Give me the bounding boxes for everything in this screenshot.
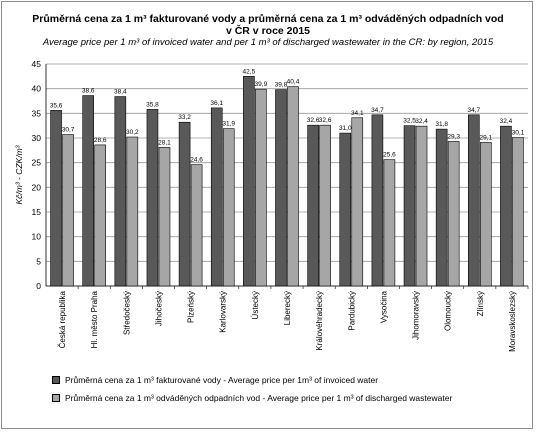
bar-wastewater	[415, 125, 428, 287]
bar-wastewater	[512, 137, 524, 287]
legend-label-wastewater: Průměrná cena za 1 m³ odváděných odpadní…	[65, 393, 453, 403]
chart-title-line2: v ČR v roce 2015	[225, 25, 311, 37]
data-label-wastewater: 30,7	[62, 127, 75, 134]
bar-wastewater	[351, 117, 364, 287]
x-tick-label: Královéhradecký	[315, 291, 324, 351]
bar-invoiced-water	[114, 96, 127, 287]
bar-invoiced-water	[82, 95, 94, 287]
x-tick-label: Ústecký	[251, 291, 260, 319]
x-tick-label: Česká republika	[58, 290, 67, 348]
data-label-invoiced-water: 32,5	[403, 118, 416, 125]
data-label-wastewater: 39,9	[255, 81, 268, 88]
x-tick-label: Pardubický	[347, 291, 356, 331]
data-label-wastewater: 24,6	[190, 157, 203, 164]
data-label-invoiced-water: 32,4	[500, 118, 513, 125]
bar-invoiced-water	[243, 76, 255, 287]
y-tick-label: 20	[32, 182, 42, 192]
x-tick-label: Moravskoslezský	[508, 291, 517, 352]
data-label-invoiced-water: 32,6	[307, 117, 320, 124]
bar-invoiced-water	[371, 114, 384, 287]
bar-invoiced-water	[467, 114, 480, 287]
y-axis-label: Kč/m³ - CZK/m³	[14, 144, 24, 204]
chart-subtitle: Average price per 1 m³ of invoiced water…	[42, 37, 494, 48]
bar-wastewater	[255, 88, 267, 287]
data-label-invoiced-water: 39,8	[275, 82, 288, 89]
bar-invoiced-water	[307, 124, 319, 287]
y-tick-label: 45	[32, 59, 42, 69]
y-tick-label: 15	[32, 207, 42, 217]
data-label-wastewater: 28,6	[94, 137, 107, 144]
data-label-wastewater: 28,1	[158, 139, 171, 146]
bar-wastewater	[222, 128, 235, 287]
bar-invoiced-water	[339, 132, 352, 287]
y-tick-label: 30	[32, 133, 42, 143]
bar-wastewater	[287, 86, 299, 287]
bar-invoiced-water	[275, 89, 287, 287]
data-label-wastewater: 30,2	[126, 129, 139, 136]
y-tick-label: 35	[32, 108, 42, 118]
x-tick-label: Olomoucký	[444, 291, 453, 331]
data-label-wastewater: 29,1	[479, 134, 492, 141]
data-label-invoiced-water: 31,0	[339, 125, 352, 132]
x-tick-label: Jihočeský	[154, 291, 163, 326]
legend-swatch-dark	[52, 376, 60, 384]
y-tick-label: 40	[32, 84, 42, 94]
x-tick-label: Jihomoravský	[412, 291, 421, 340]
x-tick-label: Karlovarský	[219, 291, 228, 333]
data-label-invoiced-water: 35,8	[146, 101, 159, 108]
data-label-wastewater: 34,1	[351, 110, 364, 117]
x-tick-label: Zlínský	[476, 291, 485, 316]
bar-invoiced-water	[435, 128, 448, 287]
y-tick-label: 5	[36, 256, 41, 266]
data-label-invoiced-water: 38,6	[82, 88, 95, 95]
bar-wastewater	[126, 136, 139, 287]
data-label-invoiced-water: 42,5	[243, 68, 256, 75]
bar-wastewater	[190, 164, 203, 287]
legend-item-wastewater: Průměrná cena za 1 m³ odváděných odpadní…	[52, 393, 452, 403]
legend-swatch-light	[52, 394, 60, 402]
bar-invoiced-water	[146, 109, 159, 287]
bar-wastewater	[62, 134, 74, 287]
legend-label-invoiced-water: Průměrná cena za 1 m³ fakturované vody -…	[65, 375, 379, 385]
data-label-wastewater: 40,4	[287, 79, 300, 86]
data-label-invoiced-water: 33,2	[178, 114, 191, 121]
x-tick-label: Středočeský	[122, 291, 131, 335]
bar-invoiced-water	[50, 110, 62, 287]
bar-invoiced-water	[500, 125, 512, 287]
chart-title: Průměrná cena za 1 m³ fakturované vody a…	[32, 13, 504, 25]
bar-wastewater	[447, 141, 460, 287]
bar-wastewater	[94, 144, 106, 287]
x-tick-label: Hl. město Praha	[90, 290, 99, 348]
data-label-invoiced-water: 36,1	[210, 100, 223, 107]
bar-wastewater	[479, 142, 492, 287]
bar-wastewater	[158, 147, 171, 287]
y-tick-label: 10	[32, 232, 42, 242]
data-label-wastewater: 32,4	[415, 118, 428, 125]
bar-invoiced-water	[403, 125, 416, 287]
data-label-wastewater: 25,6	[383, 152, 396, 159]
data-label-wastewater: 32,6	[319, 117, 332, 124]
legend-item-invoiced-water: Průměrná cena za 1 m³ fakturované vody -…	[52, 375, 378, 385]
bar-invoiced-water	[178, 121, 191, 287]
x-tick-label: Vysočina	[379, 290, 388, 323]
bar-wastewater	[319, 124, 331, 287]
data-label-invoiced-water: 34,7	[371, 107, 384, 114]
x-tick-label: Plzeňský	[187, 291, 196, 323]
data-label-invoiced-water: 38,4	[114, 89, 127, 96]
data-label-wastewater: 31,9	[222, 121, 235, 128]
bar-wastewater	[383, 159, 396, 287]
bar-invoiced-water	[210, 107, 223, 287]
data-label-invoiced-water: 31,8	[435, 121, 448, 128]
data-label-invoiced-water: 35,6	[50, 102, 63, 109]
data-label-wastewater: 30,1	[512, 130, 525, 137]
y-tick-label: 0	[36, 281, 41, 291]
data-label-invoiced-water: 34,7	[467, 107, 480, 114]
y-tick-label: 25	[32, 158, 42, 168]
data-label-wastewater: 29,3	[447, 133, 460, 140]
x-tick-label: Liberecký	[283, 291, 292, 325]
